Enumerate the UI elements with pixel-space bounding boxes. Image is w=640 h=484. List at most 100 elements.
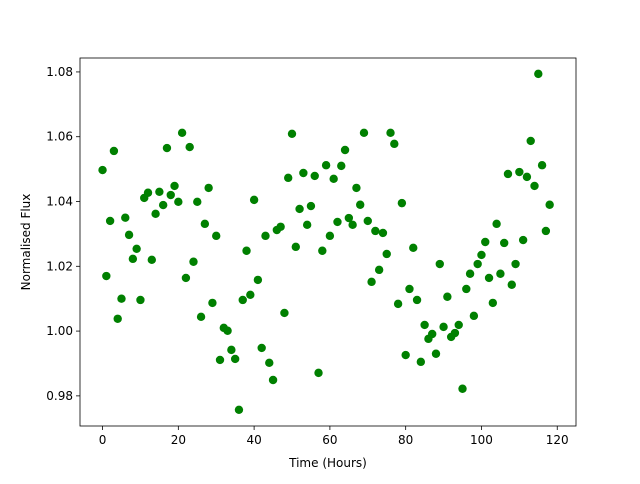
x-tick-label: 20 (171, 433, 186, 447)
point (185, 142, 194, 152)
x-tick-label: 0 (99, 433, 107, 447)
point (242, 246, 251, 255)
point (196, 312, 206, 322)
x-tick-label: 100 (470, 433, 493, 447)
y-axis-label: Normalised Flux (19, 194, 33, 291)
point (401, 350, 410, 360)
point (545, 200, 554, 209)
point (268, 375, 278, 385)
point (151, 209, 160, 219)
point (215, 355, 225, 365)
point (261, 231, 270, 241)
point (378, 228, 388, 238)
point (257, 343, 266, 353)
point (136, 295, 145, 305)
point (458, 384, 467, 393)
y-tick-label: 1.02 (46, 259, 73, 273)
point (465, 269, 475, 278)
point (405, 284, 414, 294)
point (344, 213, 354, 223)
point (321, 161, 331, 170)
point (325, 231, 335, 241)
point (98, 165, 107, 175)
point (170, 181, 179, 191)
point (276, 222, 285, 231)
point (193, 197, 202, 207)
point (420, 320, 429, 330)
point (450, 328, 460, 338)
point (431, 349, 441, 358)
point (416, 357, 426, 367)
x-axis-label: Time (Hours) (288, 456, 367, 470)
point (121, 213, 130, 222)
point (246, 290, 255, 300)
point (530, 181, 539, 191)
point (162, 143, 172, 153)
point (310, 171, 319, 181)
point (117, 294, 126, 303)
point (230, 354, 240, 364)
point (302, 220, 312, 230)
point (518, 235, 528, 245)
point (488, 298, 498, 308)
point (515, 167, 524, 177)
point (329, 174, 338, 184)
point (537, 161, 547, 170)
point (526, 136, 535, 146)
point (109, 146, 119, 156)
point (409, 243, 418, 253)
point (291, 242, 300, 252)
point (287, 129, 297, 139)
point (439, 322, 448, 332)
point (443, 292, 452, 301)
point (390, 139, 399, 149)
point (158, 200, 168, 210)
y-tick-label: 1.00 (46, 324, 73, 338)
point (492, 219, 501, 229)
point (227, 345, 236, 355)
y-tick-label: 1.06 (46, 130, 73, 144)
point (435, 259, 444, 269)
point (397, 198, 407, 208)
point (348, 220, 357, 230)
point (132, 244, 141, 254)
point (469, 311, 479, 321)
point (234, 405, 244, 415)
point (299, 168, 308, 178)
point (238, 295, 247, 305)
point (181, 273, 191, 283)
point (212, 231, 221, 241)
point (155, 187, 164, 196)
point (507, 280, 516, 289)
point (481, 237, 490, 247)
point (318, 246, 327, 255)
point (337, 161, 346, 171)
plot-frame (79, 57, 577, 427)
point (280, 308, 289, 318)
point (166, 190, 175, 200)
point (428, 329, 437, 339)
point (284, 173, 293, 183)
point (522, 172, 532, 182)
point (223, 326, 232, 335)
point (541, 226, 551, 236)
point (295, 204, 304, 214)
point (177, 128, 187, 138)
x-tick-label: 80 (398, 433, 413, 447)
point (367, 277, 376, 287)
y-tick-label: 1.04 (46, 195, 73, 209)
point (208, 298, 217, 308)
point (253, 275, 263, 285)
point (356, 200, 365, 209)
x-tick-label: 60 (322, 433, 337, 447)
point (189, 257, 198, 266)
point (454, 320, 463, 330)
point (147, 255, 157, 265)
point (363, 216, 372, 226)
point (340, 145, 350, 155)
point (265, 358, 274, 368)
point (204, 183, 213, 193)
point (496, 269, 505, 278)
